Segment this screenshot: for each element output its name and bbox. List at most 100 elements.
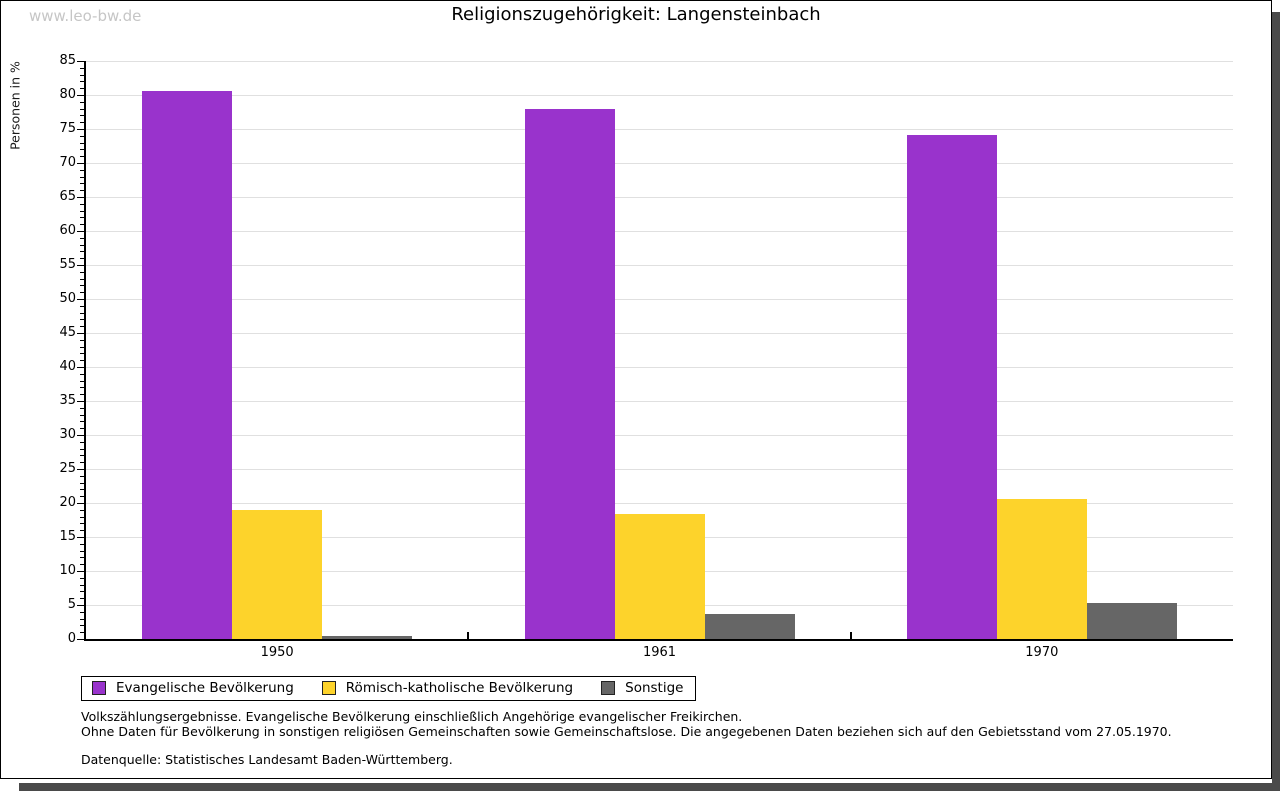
y-major-tick-45 [77,333,84,334]
y-tick-label-50: 50 [59,291,76,306]
y-minor-tick [80,523,84,525]
y-minor-tick [80,278,84,280]
legend-swatch-icon [321,681,336,695]
bar-Sonstige-1950 [322,636,413,639]
gridline-20 [86,503,1233,504]
y-minor-tick [80,88,84,90]
gridline-85 [86,61,1233,62]
y-minor-tick [80,441,84,443]
y-minor-tick [80,67,84,69]
y-tick-label-70: 70 [59,155,76,170]
gridline-65 [86,197,1233,198]
y-minor-tick [80,115,84,117]
y-minor-tick [80,108,84,110]
y-minor-tick [80,380,84,382]
y-minor-tick [80,530,84,532]
y-minor-tick [80,543,84,545]
y-minor-tick [80,428,84,430]
y-tick-label-80: 80 [59,87,76,102]
footnote: Volkszählungsergebnisse. Evangelische Be… [81,709,1231,739]
y-axis-title: Personen in % [7,61,23,150]
box-shadow-right [1272,12,1280,791]
y-minor-tick [80,251,84,253]
y-minor-tick [80,489,84,491]
gridline-50 [86,299,1233,300]
y-minor-tick [80,319,84,321]
y-minor-tick [80,305,84,307]
y-minor-tick [80,135,84,137]
y-major-tick-50 [77,299,84,300]
x-tick-label-1970: 1970 [1025,645,1059,660]
y-minor-tick [80,237,84,239]
y-minor-tick [80,346,84,348]
legend-swatch-icon [601,681,616,695]
bar-Evangelische Bevölkerung-1961 [524,109,615,639]
y-minor-tick [80,169,84,171]
y-tick-label-25: 25 [59,461,76,476]
y-minor-tick [80,373,84,375]
y-tick-label-35: 35 [59,393,76,408]
y-minor-tick [80,482,84,484]
y-major-tick-10 [77,571,84,572]
y-major-tick-15 [77,537,84,538]
y-tick-label-65: 65 [59,189,76,204]
y-minor-tick [80,577,84,579]
y-minor-tick [80,611,84,613]
y-tick-label-45: 45 [59,325,76,340]
y-minor-tick [80,312,84,314]
y-major-tick-0 [77,639,84,640]
legend-label: Römisch-katholische Bevölkerung [345,680,574,696]
y-minor-tick [80,339,84,341]
y-minor-tick [80,122,84,124]
bar-Evangelische Bevölkerung-1950 [142,90,233,639]
y-major-tick-65 [77,197,84,198]
box-shadow-bottom [19,783,1280,791]
bar-Evangelische Bevölkerung-1970 [906,135,997,639]
bar-Römisch-katholische Bevölkerung-1961 [614,513,705,639]
y-minor-tick [80,407,84,409]
y-major-tick-60 [77,231,84,232]
y-major-tick-5 [77,605,84,606]
y-tick-label-5: 5 [67,597,76,612]
y-minor-tick [80,448,84,450]
watermark: www.leo-bw.de [29,7,142,25]
bar-Sonstige-1961 [704,613,795,639]
y-minor-tick [80,292,84,294]
y-minor-tick [80,353,84,355]
y-tick-label-55: 55 [59,257,76,272]
y-tick-label-30: 30 [59,427,76,442]
y-minor-tick [80,360,84,362]
y-minor-tick [80,101,84,103]
footnote-line-2: Ohne Daten für Bevölkerung in sonstigen … [81,723,1172,739]
y-major-tick-75 [77,129,84,130]
y-minor-tick [80,584,84,586]
y-minor-tick [80,285,84,287]
y-tick-label-0: 0 [67,631,76,646]
y-minor-tick [80,625,84,627]
y-minor-tick [80,564,84,566]
y-minor-tick [80,618,84,620]
y-minor-tick [80,591,84,593]
gridline-75 [86,129,1233,130]
gridline-35 [86,401,1233,402]
gridline-25 [86,469,1233,470]
bar-Sonstige-1970 [1086,602,1177,639]
gridline-60 [86,231,1233,232]
y-minor-tick [80,210,84,212]
y-minor-tick [80,496,84,498]
y-minor-tick [80,142,84,144]
y-major-tick-80 [77,95,84,96]
y-major-tick-70 [77,163,84,164]
legend-swatch-icon [92,681,106,695]
gridline-55 [86,265,1233,266]
gridline-45 [86,333,1233,334]
data-source: Datenquelle: Statistisches Landesamt Bad… [81,752,453,767]
y-major-tick-20 [77,503,84,504]
y-minor-tick [80,217,84,219]
y-major-tick-35 [77,401,84,402]
y-minor-tick [80,74,84,76]
y-major-tick-25 [77,469,84,470]
y-minor-tick [80,394,84,396]
y-minor-tick [80,387,84,389]
y-minor-tick [80,176,84,178]
